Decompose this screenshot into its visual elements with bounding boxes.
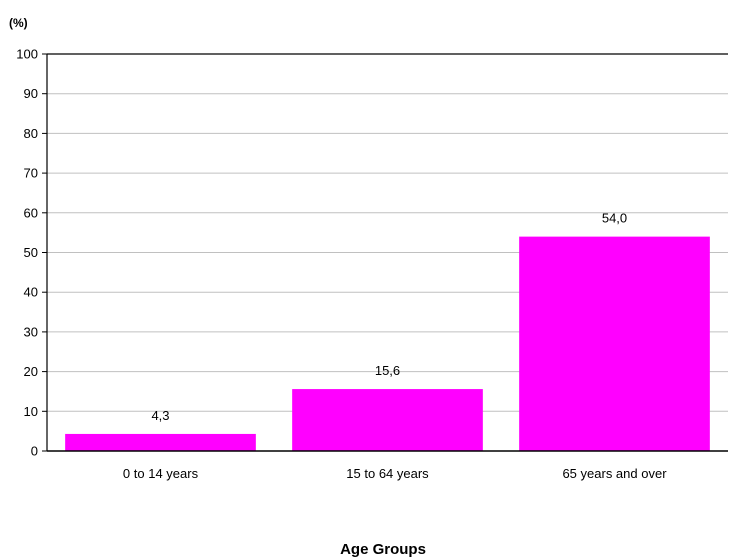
labels: 0 10 20 30 40 50 60 70 80 90 100 4,3 0 to 14 years 15… <box>16 47 667 482</box>
y-tick-label: 40 <box>24 285 38 300</box>
x-axis-title: Age Groups <box>340 541 426 558</box>
y-tick-label: 100 <box>16 47 38 62</box>
y-tick-label: 30 <box>24 324 38 339</box>
y-tick-label: 50 <box>24 245 38 260</box>
category-label: 0 to 14 years <box>123 466 199 481</box>
bar <box>292 389 483 451</box>
y-tick-label: 10 <box>24 404 38 419</box>
data-label: 15,6 <box>375 363 400 378</box>
axes <box>42 53 728 452</box>
category-label: 65 years and over <box>562 466 667 481</box>
y-tick-label: 20 <box>24 364 38 379</box>
bar <box>65 433 256 451</box>
category-label: 15 to 64 years <box>346 466 429 481</box>
y-unit-label: (%) <box>9 16 28 30</box>
y-tick-label: 0 <box>31 444 38 459</box>
bar <box>519 236 710 451</box>
y-tick-label: 90 <box>24 86 38 101</box>
y-tick-label: 80 <box>24 126 38 141</box>
bars <box>65 236 710 451</box>
data-label: 4,3 <box>151 408 169 423</box>
data-label: 54,0 <box>602 211 627 226</box>
y-tick-label: 60 <box>24 205 38 220</box>
y-tick-label: 70 <box>24 166 38 181</box>
